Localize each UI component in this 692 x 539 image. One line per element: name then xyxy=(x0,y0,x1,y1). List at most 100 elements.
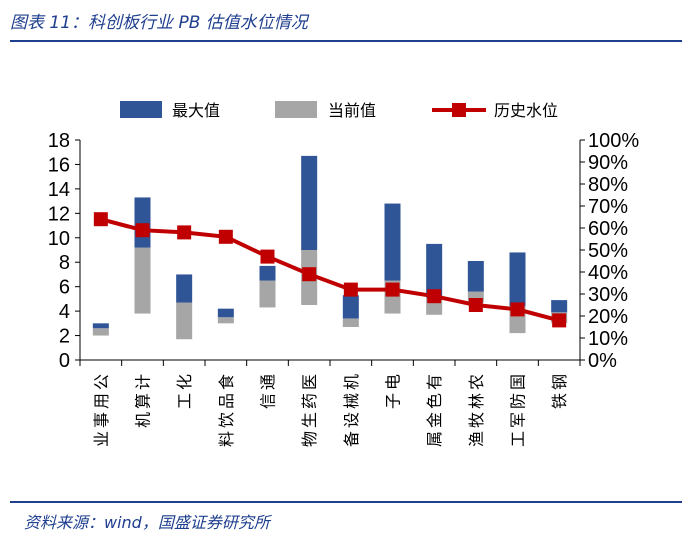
category-label-char: 色 xyxy=(425,393,444,409)
max-value-bar xyxy=(509,252,526,307)
right-tick-label: 10% xyxy=(588,328,628,350)
category-label-char: 食 xyxy=(217,374,236,390)
left-tick-label: 8 xyxy=(59,252,70,274)
category-label-char: 防 xyxy=(509,393,528,409)
max-value-bar xyxy=(134,197,151,248)
right-tick-label: 0% xyxy=(588,350,617,372)
max-value-bar xyxy=(301,155,318,250)
left-tick-label: 16 xyxy=(48,154,70,176)
historical-percentile-marker xyxy=(218,229,233,244)
historical-percentile-marker xyxy=(552,313,567,328)
current-value-bar xyxy=(259,280,276,308)
category-label-char: 有 xyxy=(425,374,444,390)
historical-percentile-marker xyxy=(135,223,150,238)
category-label-char: 金 xyxy=(425,412,444,428)
source-note: 资料来源：wind，国盛证券研究所 xyxy=(24,513,270,532)
category-label-char: 机 xyxy=(342,374,361,390)
category-label-char: 药 xyxy=(300,393,319,409)
max-value-bar xyxy=(92,323,109,329)
figure-title: 图表 11：科创板行业 PB 估值水位情况 xyxy=(10,13,308,33)
max-value-bar xyxy=(384,203,401,281)
right-tick-label: 80% xyxy=(588,174,628,196)
current-value-bar xyxy=(217,317,234,324)
category-label-char: 生 xyxy=(300,412,319,428)
category-label-char: 农 xyxy=(467,374,486,390)
legend-swatch-max xyxy=(120,101,162,118)
category-label-char: 属 xyxy=(425,431,444,447)
category-label-char: 铁 xyxy=(550,393,569,409)
right-tick-label: 100% xyxy=(588,130,639,152)
category-label-char: 机 xyxy=(134,412,153,428)
category-label-char: 信 xyxy=(259,393,278,409)
max-value-bar xyxy=(551,300,568,313)
current-value-bar xyxy=(92,328,109,336)
category-label-char: 公 xyxy=(92,374,111,390)
category-label-char: 品 xyxy=(217,393,236,409)
max-value-bar xyxy=(217,308,234,318)
category-label-char: 设 xyxy=(342,412,361,428)
category-label-char: 业 xyxy=(92,431,111,447)
category-label-char: 用 xyxy=(92,393,111,409)
max-value-bar xyxy=(467,261,484,292)
category-label-char: 物 xyxy=(300,431,319,447)
current-value-bar xyxy=(467,291,484,303)
current-value-bar xyxy=(342,318,359,327)
max-value-bar xyxy=(176,274,193,303)
category-label-char: 化 xyxy=(175,374,194,390)
category-label-char: 渔 xyxy=(467,431,486,447)
right-tick-label: 90% xyxy=(588,152,628,174)
historical-percentile-marker xyxy=(468,298,483,312)
left-tick-label: 14 xyxy=(48,179,70,201)
category-label-char: 牧 xyxy=(467,412,486,428)
left-tick-label: 6 xyxy=(59,277,70,299)
left-tick-label: 12 xyxy=(48,203,70,225)
historical-percentile-line xyxy=(100,217,560,323)
left-tick-label: 18 xyxy=(48,130,70,152)
category-label-char: 工 xyxy=(175,393,194,409)
category-label-char: 子 xyxy=(384,393,403,409)
current-value-bar xyxy=(134,247,151,314)
category-label-char: 通 xyxy=(259,374,278,390)
legend-swatch-current xyxy=(275,101,317,118)
category-label-char: 械 xyxy=(342,393,361,409)
category-label-char: 计 xyxy=(134,374,153,390)
left-tick-label: 10 xyxy=(48,228,70,250)
legend-label-max: 最大值 xyxy=(172,101,220,120)
category-label-char: 军 xyxy=(509,412,528,428)
right-tick-label: 20% xyxy=(588,306,628,328)
category-label-char: 国 xyxy=(509,374,528,390)
category-label-char: 工 xyxy=(509,431,528,447)
right-tick-label: 30% xyxy=(588,284,628,306)
category-label-char: 事 xyxy=(92,412,111,428)
right-tick-label: 70% xyxy=(588,196,628,218)
historical-percentile-marker xyxy=(93,212,108,227)
category-label-char: 钢 xyxy=(550,374,569,390)
legend-label-current: 当前值 xyxy=(328,101,376,120)
left-tick-label: 4 xyxy=(59,301,70,323)
right-tick-label: 40% xyxy=(588,262,628,284)
historical-percentile-marker xyxy=(302,267,317,282)
left-tick-label: 0 xyxy=(59,350,70,372)
historical-percentile-marker xyxy=(343,282,358,297)
left-tick-label: 2 xyxy=(59,326,70,348)
title-rule xyxy=(10,40,682,42)
category-label-char: 饮 xyxy=(217,412,236,428)
current-value-bar xyxy=(176,302,193,340)
max-value-bar xyxy=(342,295,359,319)
category-label-char: 算 xyxy=(134,393,153,409)
historical-percentile-marker xyxy=(177,225,192,240)
legend-label-line: 历史水位 xyxy=(494,101,558,120)
historical-percentile-marker xyxy=(510,302,525,317)
right-tick-label: 50% xyxy=(588,240,628,262)
category-label-char: 医 xyxy=(300,374,319,390)
historical-percentile-marker xyxy=(427,289,442,304)
right-tick-label: 60% xyxy=(588,218,628,240)
historical-percentile-marker xyxy=(385,282,400,297)
historical-percentile-marker xyxy=(260,249,275,264)
max-value-bar xyxy=(259,265,276,281)
legend-swatch-marker xyxy=(452,103,466,117)
footer-rule xyxy=(10,501,682,503)
max-value-bar xyxy=(426,243,443,298)
category-label-char: 料 xyxy=(217,431,236,447)
